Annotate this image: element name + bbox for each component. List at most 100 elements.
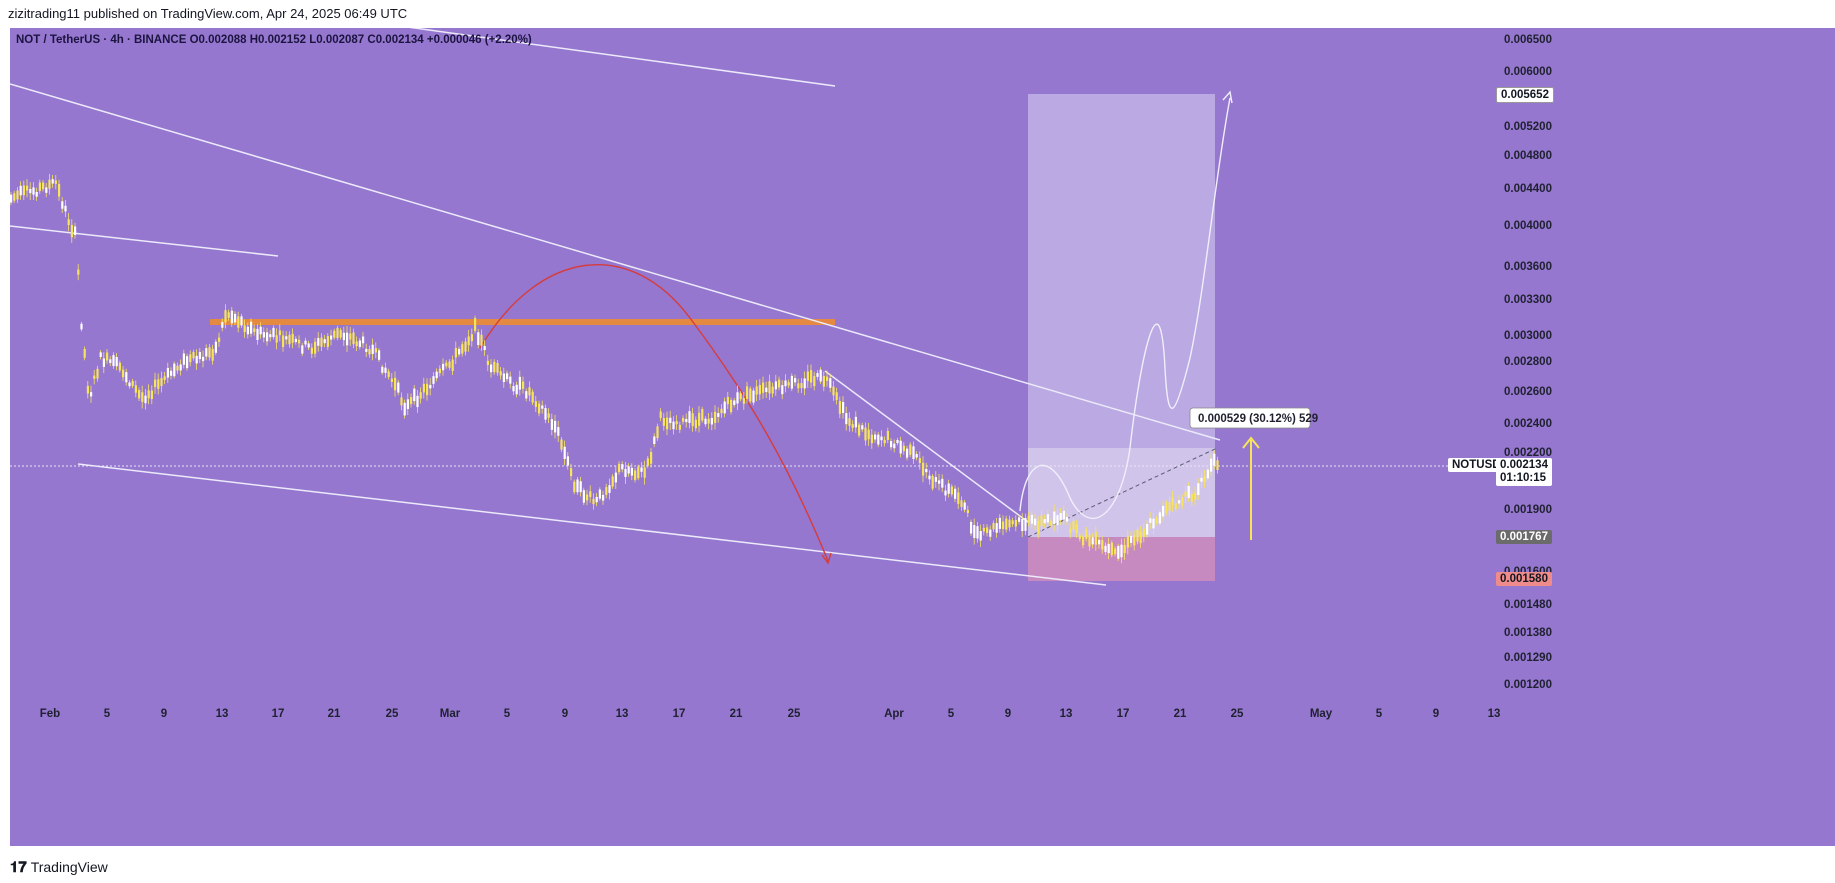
tradingview-logo-icon[interactable]: 𝟏𝟕 [10, 858, 27, 876]
candle-body [698, 412, 701, 426]
candle-body [1072, 521, 1075, 530]
candle-body [1075, 524, 1078, 534]
candle-body [64, 205, 67, 212]
candle-body [726, 396, 729, 405]
price-tick-label: 0.001480 [1504, 599, 1552, 611]
candle-body [250, 321, 253, 334]
candle-body [234, 313, 237, 323]
candle-body [1158, 512, 1161, 524]
time-axis[interactable]: Feb 5 9 13 17 21 25 Mar 5 9 13 17 21 25 Apr 5 9 13 17 21 25 M… [40, 708, 1501, 720]
candle-body [832, 386, 835, 396]
candle-body [189, 354, 192, 363]
candle-body [838, 401, 841, 414]
candle-body [166, 367, 169, 378]
candle-body [374, 348, 377, 353]
candle-body [1149, 518, 1152, 523]
candle-body [45, 187, 48, 193]
candle-body [774, 381, 777, 390]
candle-body [982, 527, 985, 532]
candle-body [528, 387, 531, 396]
candle-body [483, 346, 486, 351]
candle-body [365, 348, 368, 352]
candle-body [1178, 500, 1181, 504]
candle-body [1085, 529, 1088, 539]
candle-body [1002, 521, 1005, 529]
candle-body [656, 426, 659, 439]
brand-name[interactable]: TradingView [30, 859, 108, 875]
candle-body [720, 408, 723, 414]
candle-body [371, 344, 374, 355]
open-value: O0.002088 [189, 34, 247, 46]
time-tick-label: 17 [272, 708, 285, 720]
candle-body [563, 446, 566, 459]
price-tick-label: 0.001290 [1504, 652, 1552, 664]
price-axis[interactable]: 0.006500 0.006000 0.005200 0.004800 0.004400… [1504, 34, 1552, 691]
red-projection-arc[interactable] [479, 263, 829, 562]
candle-body [688, 411, 691, 424]
candle-body [218, 337, 221, 342]
candle-body [512, 386, 515, 392]
candle-body [445, 362, 448, 367]
time-tick-label: 9 [161, 708, 167, 720]
candle-body [973, 525, 976, 538]
candle-body [710, 417, 713, 425]
candle-body [355, 341, 358, 347]
candle-body [202, 356, 205, 362]
descending-channel-upper[interactable] [10, 83, 1221, 441]
candle-body [406, 399, 409, 410]
candle-body [998, 517, 1001, 529]
candle-body [912, 446, 915, 460]
candle-body [634, 470, 637, 480]
candle-body [685, 418, 688, 423]
yellow-arrowhead [1242, 436, 1260, 449]
candle-body [749, 388, 752, 402]
candle-body [560, 439, 563, 450]
price-tick-label: 0.002600 [1504, 386, 1552, 398]
candle-body [157, 379, 160, 389]
low-value: L0.002087 [309, 34, 365, 46]
candle-body [995, 523, 998, 533]
candle-body [115, 357, 118, 367]
candle-body [704, 418, 707, 425]
descending-channel-lower[interactable] [77, 463, 1107, 586]
candle-body [58, 183, 61, 197]
candle-body [317, 338, 320, 346]
candle-body [826, 376, 829, 381]
candle-body [1046, 514, 1049, 523]
footer: 𝟏𝟕 TradingView [0, 851, 1835, 883]
candle-body [954, 488, 957, 499]
change-value: +0.000046 (+2.20%) [426, 34, 532, 46]
candle-body [426, 383, 429, 396]
price-tick-label: 0.001380 [1504, 627, 1552, 639]
high-value: H0.002152 [249, 34, 306, 46]
candle-body [173, 363, 176, 377]
chart-area[interactable]: 0.006500 0.006000 0.005200 0.004800 0.004400… [10, 28, 1835, 846]
upper-trendline-top[interactable] [400, 28, 836, 87]
wedge-upper-line[interactable] [824, 370, 1029, 523]
feb-resistance-line[interactable] [10, 225, 279, 257]
chart-canvas[interactable]: 0.006500 0.006000 0.005200 0.004800 0.004400… [10, 28, 1835, 846]
candle-body [1203, 475, 1206, 483]
candlestick-series[interactable] [10, 173, 1219, 564]
candle-body [682, 418, 685, 422]
candle-body [438, 368, 441, 374]
candle-body [160, 378, 163, 387]
candle-body [608, 485, 611, 493]
candle-body [1155, 518, 1158, 523]
candle-body [26, 185, 29, 191]
candle-body [186, 356, 189, 369]
candle-body [931, 475, 934, 489]
projection-path[interactable] [1019, 97, 1231, 519]
candle-body [282, 335, 285, 347]
candle-body [278, 330, 281, 336]
candle-body [1014, 519, 1017, 527]
candle-body [646, 458, 649, 466]
candle-body [506, 373, 509, 380]
resistance-band[interactable] [210, 319, 835, 325]
candle-body [611, 476, 614, 487]
candle-body [1101, 540, 1104, 550]
price-tick-label: 0.006000 [1504, 66, 1552, 78]
candle-body [1162, 505, 1165, 517]
candle-body [451, 359, 454, 372]
candle-body [195, 355, 198, 364]
